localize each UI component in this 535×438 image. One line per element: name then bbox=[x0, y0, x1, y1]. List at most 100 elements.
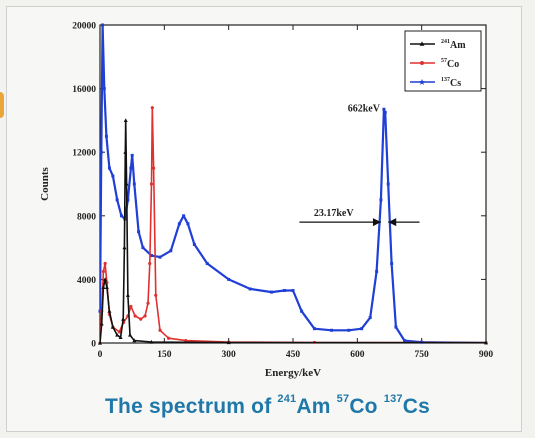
y-tick-label: 16000 bbox=[72, 85, 96, 95]
data-point-137Cs bbox=[347, 328, 351, 332]
data-point-137Cs bbox=[119, 214, 123, 218]
legend-label-superscript: 137 bbox=[441, 77, 450, 83]
x-tick-label: 600 bbox=[350, 350, 365, 360]
data-point-137Cs bbox=[177, 222, 181, 226]
x-tick-label: 750 bbox=[415, 350, 430, 360]
fwhm-label: 23.17keV bbox=[314, 208, 355, 219]
peak-energy-label: 662keV bbox=[348, 103, 381, 114]
data-point-241Am bbox=[103, 277, 108, 281]
data-point-241Am bbox=[125, 293, 130, 297]
data-point-137Cs bbox=[182, 214, 186, 218]
data-point-57Co bbox=[152, 166, 156, 170]
data-point-137Cs bbox=[99, 150, 103, 154]
data-point-57Co bbox=[103, 261, 107, 266]
data-point-57Co bbox=[146, 301, 150, 305]
data-point-137Cs bbox=[101, 23, 105, 27]
data-point-57Co bbox=[117, 330, 121, 334]
data-point-57Co bbox=[150, 106, 154, 110]
data-point-137Cs bbox=[158, 255, 162, 259]
legend-marker bbox=[419, 41, 425, 46]
data-point-241Am bbox=[124, 181, 129, 186]
caption-isotope-mass: 241 bbox=[277, 393, 297, 405]
legend-box bbox=[404, 30, 482, 92]
data-point-137Cs bbox=[205, 262, 209, 265]
data-point-137Cs bbox=[129, 166, 133, 170]
data-point-137Cs bbox=[149, 254, 153, 258]
data-point-57Co bbox=[154, 293, 158, 297]
data-point-57Co bbox=[149, 182, 154, 186]
data-point-241Am bbox=[132, 338, 137, 343]
x-tick-label: 300 bbox=[222, 350, 237, 360]
data-point-137Cs bbox=[368, 316, 372, 320]
data-point-57Co bbox=[133, 314, 137, 318]
data-point-241Am bbox=[123, 118, 128, 122]
data-point-137Cs bbox=[375, 269, 379, 273]
data-point-137Cs bbox=[248, 287, 252, 291]
y-tick-label: 20000 bbox=[72, 22, 96, 32]
data-point-137Cs bbox=[383, 110, 387, 114]
data-point-137Cs bbox=[107, 166, 111, 170]
data-point-241Am bbox=[118, 335, 123, 340]
caption-isotope: 137Cs bbox=[378, 393, 430, 418]
y-tick-label: 0 bbox=[91, 340, 96, 350]
data-point-241Am bbox=[128, 332, 133, 337]
data-point-241Am bbox=[98, 340, 102, 345]
data-point-137Cs bbox=[403, 339, 407, 343]
data-point-137Cs bbox=[104, 134, 108, 138]
data-point-137Cs bbox=[390, 262, 394, 265]
data-point-137Cs bbox=[291, 289, 295, 293]
data-point-137Cs bbox=[186, 222, 190, 226]
data-point-137Cs bbox=[394, 325, 398, 329]
legend-label-superscript: 57 bbox=[441, 58, 447, 64]
data-point-137Cs bbox=[270, 290, 274, 294]
legend-label-57Co: 57Co bbox=[441, 58, 459, 70]
data-point-137Cs bbox=[137, 230, 141, 234]
data-point-241Am bbox=[122, 245, 127, 250]
y-axis-title: Counts bbox=[39, 166, 51, 200]
y-tick-label: 12000 bbox=[72, 149, 96, 159]
x-tick-label: 900 bbox=[479, 350, 494, 360]
legend-label-241Am: 241Am bbox=[441, 39, 466, 51]
data-point-57Co bbox=[129, 304, 133, 309]
data-point-137Cs bbox=[130, 153, 134, 157]
data-point-137Cs bbox=[282, 289, 286, 293]
data-point-57Co bbox=[148, 261, 152, 266]
data-point-57Co bbox=[184, 339, 188, 343]
caption-isotope-symbol: Am bbox=[296, 395, 331, 418]
data-point-137Cs bbox=[192, 242, 196, 246]
data-point-137Cs bbox=[312, 327, 316, 331]
caption-isotope-mass: 137 bbox=[383, 393, 403, 405]
caption-prefix: The spectrum of bbox=[105, 395, 278, 418]
data-point-137Cs bbox=[379, 198, 383, 202]
data-point-57Co bbox=[167, 336, 171, 340]
legend-marker bbox=[420, 61, 424, 65]
data-point-137Cs bbox=[141, 246, 145, 250]
data-point-241Am bbox=[115, 332, 120, 337]
data-point-137Cs bbox=[102, 87, 106, 91]
data-point-241Am bbox=[123, 150, 128, 154]
data-point-137Cs bbox=[126, 198, 130, 202]
decorative-edge-tab bbox=[0, 92, 4, 118]
caption-isotope-symbol: Cs bbox=[402, 395, 430, 418]
data-point-137Cs bbox=[169, 249, 173, 253]
data-point-57Co bbox=[158, 328, 162, 332]
data-point-57Co bbox=[143, 314, 147, 318]
data-point-137Cs bbox=[132, 182, 136, 186]
data-point-241Am bbox=[149, 339, 154, 344]
caption-isotope-symbol: Co bbox=[349, 395, 378, 418]
data-point-241Am bbox=[121, 316, 126, 321]
data-point-57Co bbox=[139, 317, 143, 321]
data-point-241Am bbox=[226, 340, 231, 345]
data-point-241Am bbox=[101, 285, 106, 289]
data-point-137Cs bbox=[330, 328, 334, 332]
fwhm-arrowhead-right bbox=[388, 218, 397, 227]
legend-label-element: Am bbox=[450, 40, 466, 51]
legend-label-superscript: 241 bbox=[441, 39, 450, 45]
data-point-137Cs bbox=[386, 182, 390, 186]
x-tick-label: 0 bbox=[98, 350, 103, 360]
caption-isotope: 57Co bbox=[331, 393, 378, 418]
data-point-241Am bbox=[107, 309, 112, 313]
legend-label-element: Cs bbox=[450, 78, 461, 89]
data-point-241Am bbox=[104, 285, 109, 289]
